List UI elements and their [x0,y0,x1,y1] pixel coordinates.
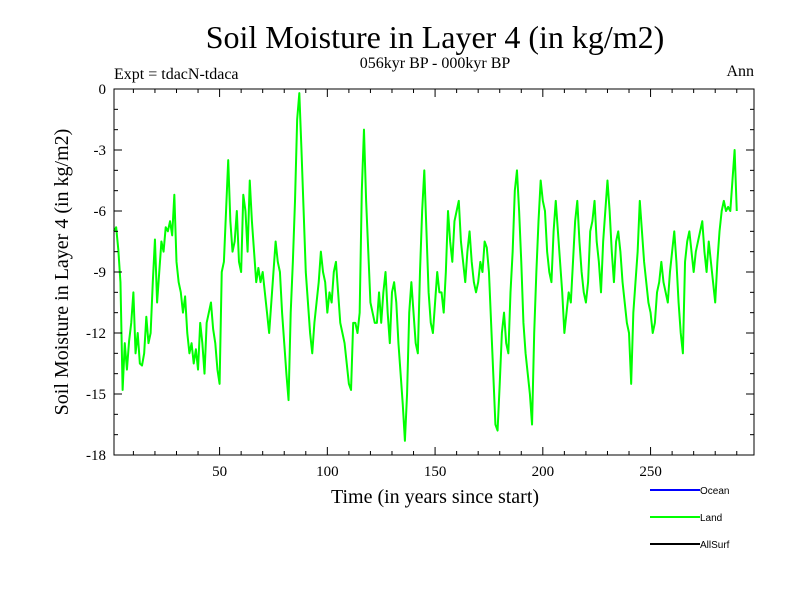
x-axis-label: Time (in years since start) [331,486,539,508]
legend-label-ocean: Ocean [700,486,729,497]
x-tick-label: 200 [532,464,555,480]
y-axis: 0 -3 -6 -9 -12 -15 -18 [86,82,754,464]
y-tick-label: -18 [86,448,106,464]
y-tick-label: -12 [86,326,106,342]
chart-title: Soil Moisture in Layer 4 (in kg/m2) [206,19,665,55]
y-tick-label: -3 [94,143,107,159]
x-tick-label: 150 [424,464,447,480]
legend: Ocean Land AllSurf [650,486,730,551]
y-tick-label: -6 [94,204,107,220]
legend-label-land: Land [700,513,722,524]
x-axis: 50 100 150 200 250 [132,89,738,480]
plot-frame [113,88,755,456]
x-tick-label: 100 [316,464,339,480]
y-axis-label: Soil Moisture in Layer 4 (in kg/m2) [51,129,73,416]
x-tick-label: 250 [639,464,662,480]
y-tick-label: -9 [94,265,107,281]
series-line-land [113,92,738,442]
x-tick-label: 50 [212,464,227,480]
chart-subtitle: 056kyr BP - 000kyr BP [360,55,511,72]
y-tick-label: 0 [99,82,107,98]
plot-area [113,88,755,456]
legend-label-allsurf: AllSurf [700,540,730,551]
experiment-label: Expt = tdacN-tdaca [114,66,239,83]
y-tick-label: -15 [86,387,106,403]
period-label: Ann [726,63,754,80]
